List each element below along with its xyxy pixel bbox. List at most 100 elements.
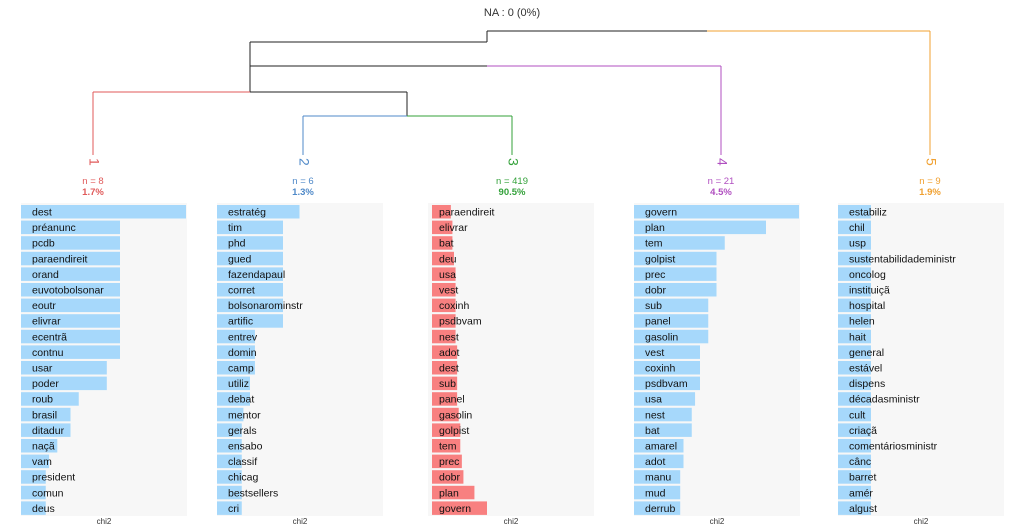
class-4-bar [634,236,725,250]
class-2-word-label: chicag [228,472,259,484]
class-5-bar [838,220,871,235]
class-5-bar [838,485,871,500]
class-5-group: 5 n = 91.9% estabiliz chil usp sustentabilida… [838,158,1004,526]
class-2-bar [217,470,242,484]
class-4-panel-bg [634,203,800,516]
class-5-word-label: helen [849,316,875,328]
class-4-bar [634,376,700,391]
class-3-word-label: gasolin [439,409,472,421]
class-5-number: 5 [923,158,939,166]
class-4-word-label: golpist [645,253,675,265]
class-1-word-label: préanunc [32,222,76,234]
class-5-word-label: amér [849,487,873,499]
class-1-bar [21,251,120,266]
class-4-word-label: usa [645,394,662,406]
class-5-bar [838,205,871,219]
class-1-word-label: pcdb [32,238,55,250]
class-5-word-label: oncolog [849,269,886,281]
class-4-bar [634,485,681,500]
class-5-bar [838,361,871,375]
class-4-word-label: bat [645,425,660,437]
class-4-word-label: tem [645,238,663,250]
class-1-word-label: vam [32,456,52,468]
class-4-word-label: amarel [645,441,677,453]
class-5-bar [838,298,871,313]
class-1-bar [21,439,58,453]
class-2-bar [217,220,283,235]
class-2-word-label: bestsellers [228,487,278,499]
class-2-bar [217,205,300,219]
class-1-bar [21,454,50,469]
class-4-word-label: gasolin [645,331,678,343]
class-3-word-label: paraendireit [439,207,495,219]
class-5-word-label: hait [849,331,866,343]
class-3-word-label: coxinh [439,300,470,312]
class-2-word-label: classif [228,456,257,468]
class-2-word-label: debat [228,394,254,406]
class-5-bar [838,392,871,406]
class-4-bar [634,329,709,344]
class-1-word-label: brasil [32,409,57,421]
class-4-word-label: govern [645,207,677,219]
class-2-bar [217,407,244,422]
class-3-number: 3 [505,158,521,166]
class-5-word-label: algust [849,503,877,515]
class-3-n-label: n = 419 [496,176,528,187]
class-2-word-label: bolsonarominstr [228,300,303,312]
class-1-word-label: ecentrã [32,331,67,343]
class-2-bar [217,236,283,250]
class-1-bar [21,501,46,515]
class-4-word-label: manu [645,472,671,484]
class-1-group: 1 n = 81.7% dest préanunc pcdb paraendireit or… [21,158,187,526]
class-4-bar [634,423,692,437]
class-2-word-label: phd [228,238,246,250]
class-3-panel-bg [428,203,594,516]
class-2-bar [217,485,242,500]
class-2-word-label: gerals [228,425,257,437]
class-1-word-label: euvotobolsonar [32,285,104,297]
class-4-bar [634,470,681,484]
class-5-word-label: comentáriosministr [849,441,938,453]
class-1-word-label: dest [32,207,52,219]
class-4-bar [634,345,700,359]
class-4-word-label: panel [645,316,671,328]
class-2-bar [217,392,250,406]
class-1-bar [21,361,107,375]
class-4-bar [634,407,692,422]
class-5-word-label: criaçã [849,425,877,437]
class-5-bar [838,345,871,359]
class-3-bar [432,407,459,422]
class-1-bar [21,345,120,359]
class-3-bar [432,361,458,375]
class-1-word-label: roub [32,394,53,406]
class-2-word-label: gued [228,253,252,265]
class-2-group: 2 n = 61.3% estratég tim phd gued fazendapaul c… [217,158,383,526]
class-1-bar [21,205,186,219]
class-5-bar [838,439,871,453]
class-4-word-label: coxinh [645,363,676,375]
class-3-bar [432,298,456,313]
class-2-bar [217,329,255,344]
class-3-bar [432,236,453,250]
class-4-axis-label: chi2 [710,517,725,526]
class-2-bar [217,501,242,515]
class-5-word-label: general [849,347,884,359]
class-3-word-label: dobr [439,472,461,484]
class-3-word-label: usa [439,269,456,281]
class-3-bar [432,454,462,469]
class-4-bar [634,298,709,313]
class-1-bar [21,267,120,281]
class-2-word-label: entrev [228,331,258,343]
class-5-panel-bg [838,203,1004,516]
class-5-word-label: dispens [849,378,885,390]
class-2-bar [217,298,283,313]
class-1-word-label: paraendireit [32,253,88,265]
class-1-pct-label: 1.7% [82,187,104,198]
class-1-panel-bg [21,203,187,516]
class-1-bar [21,298,120,313]
class-5-word-label: estabiliz [849,207,887,219]
class-5-bar [838,423,871,437]
class-5-n-label: n = 9 [919,176,940,187]
class-3-word-label: dest [439,363,459,375]
